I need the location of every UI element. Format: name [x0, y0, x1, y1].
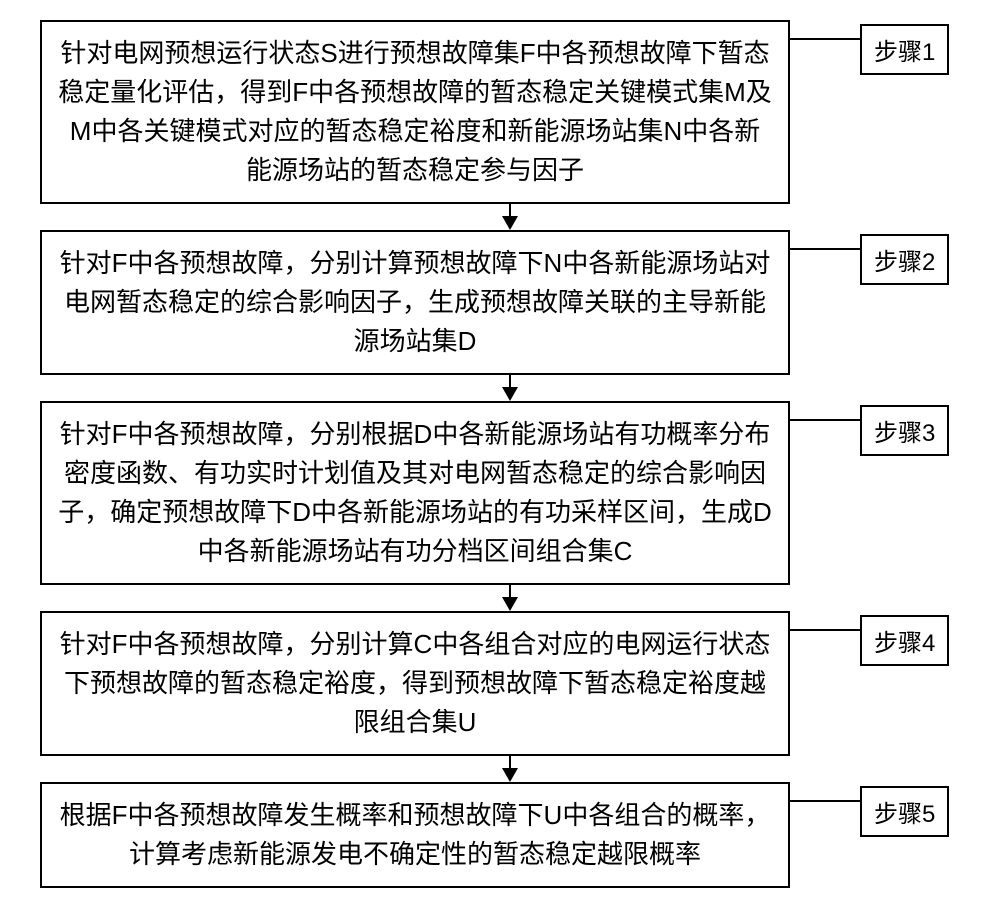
arrow-connector-4 — [135, 756, 885, 782]
line — [509, 756, 511, 768]
step-box-4: 针对F中各预想故障，分别计算C中各组合对应的电网运行状态下预想故障的暂态稳定裕度… — [40, 611, 790, 756]
step-label-4: 步骤4 — [860, 615, 949, 666]
arrow-down-icon — [502, 387, 518, 401]
step-row-4: 针对F中各预想故障，分别计算C中各组合对应的电网运行状态下预想故障的暂态稳定裕度… — [20, 611, 980, 756]
connector-line-3 — [790, 419, 860, 421]
flowchart-container: 针对电网预想运行状态S进行预想故障集F中各预想故障下暂态稳定量化评估，得到F中各… — [20, 20, 980, 888]
step-box-2: 针对F中各预想故障，分别计算预想故障下N中各新能源场站对电网暂态稳定的综合影响因… — [40, 230, 790, 375]
connector-line-4 — [790, 629, 860, 631]
step-row-5: 根据F中各预想故障发生概率和预想故障下U中各组合的概率，计算考虑新能源发电不确定… — [20, 782, 980, 888]
arrow-down-icon — [502, 216, 518, 230]
arrow-down-icon — [502, 768, 518, 782]
line — [509, 204, 511, 216]
connector-line-5 — [790, 800, 860, 802]
step-box-5: 根据F中各预想故障发生概率和预想故障下U中各组合的概率，计算考虑新能源发电不确定… — [40, 782, 790, 888]
step-box-3: 针对F中各预想故障，分别根据D中各新能源场站有功概率分布密度函数、有功实时计划值… — [40, 401, 790, 585]
line — [509, 375, 511, 387]
step-label-5: 步骤5 — [860, 786, 949, 837]
step-label-3: 步骤3 — [860, 405, 949, 456]
step-row-3: 针对F中各预想故障，分别根据D中各新能源场站有功概率分布密度函数、有功实时计划值… — [20, 401, 980, 585]
arrow-connector-3 — [135, 585, 885, 611]
arrow-connector-2 — [135, 375, 885, 401]
step-row-2: 针对F中各预想故障，分别计算预想故障下N中各新能源场站对电网暂态稳定的综合影响因… — [20, 230, 980, 375]
step-row-1: 针对电网预想运行状态S进行预想故障集F中各预想故障下暂态稳定量化评估，得到F中各… — [20, 20, 980, 204]
arrow-down-icon — [502, 597, 518, 611]
step-box-1: 针对电网预想运行状态S进行预想故障集F中各预想故障下暂态稳定量化评估，得到F中各… — [40, 20, 790, 204]
connector-line-1 — [790, 38, 860, 40]
line — [509, 585, 511, 597]
step-label-1: 步骤1 — [860, 24, 949, 75]
arrow-connector-1 — [135, 204, 885, 230]
connector-line-2 — [790, 248, 860, 250]
step-label-2: 步骤2 — [860, 234, 949, 285]
